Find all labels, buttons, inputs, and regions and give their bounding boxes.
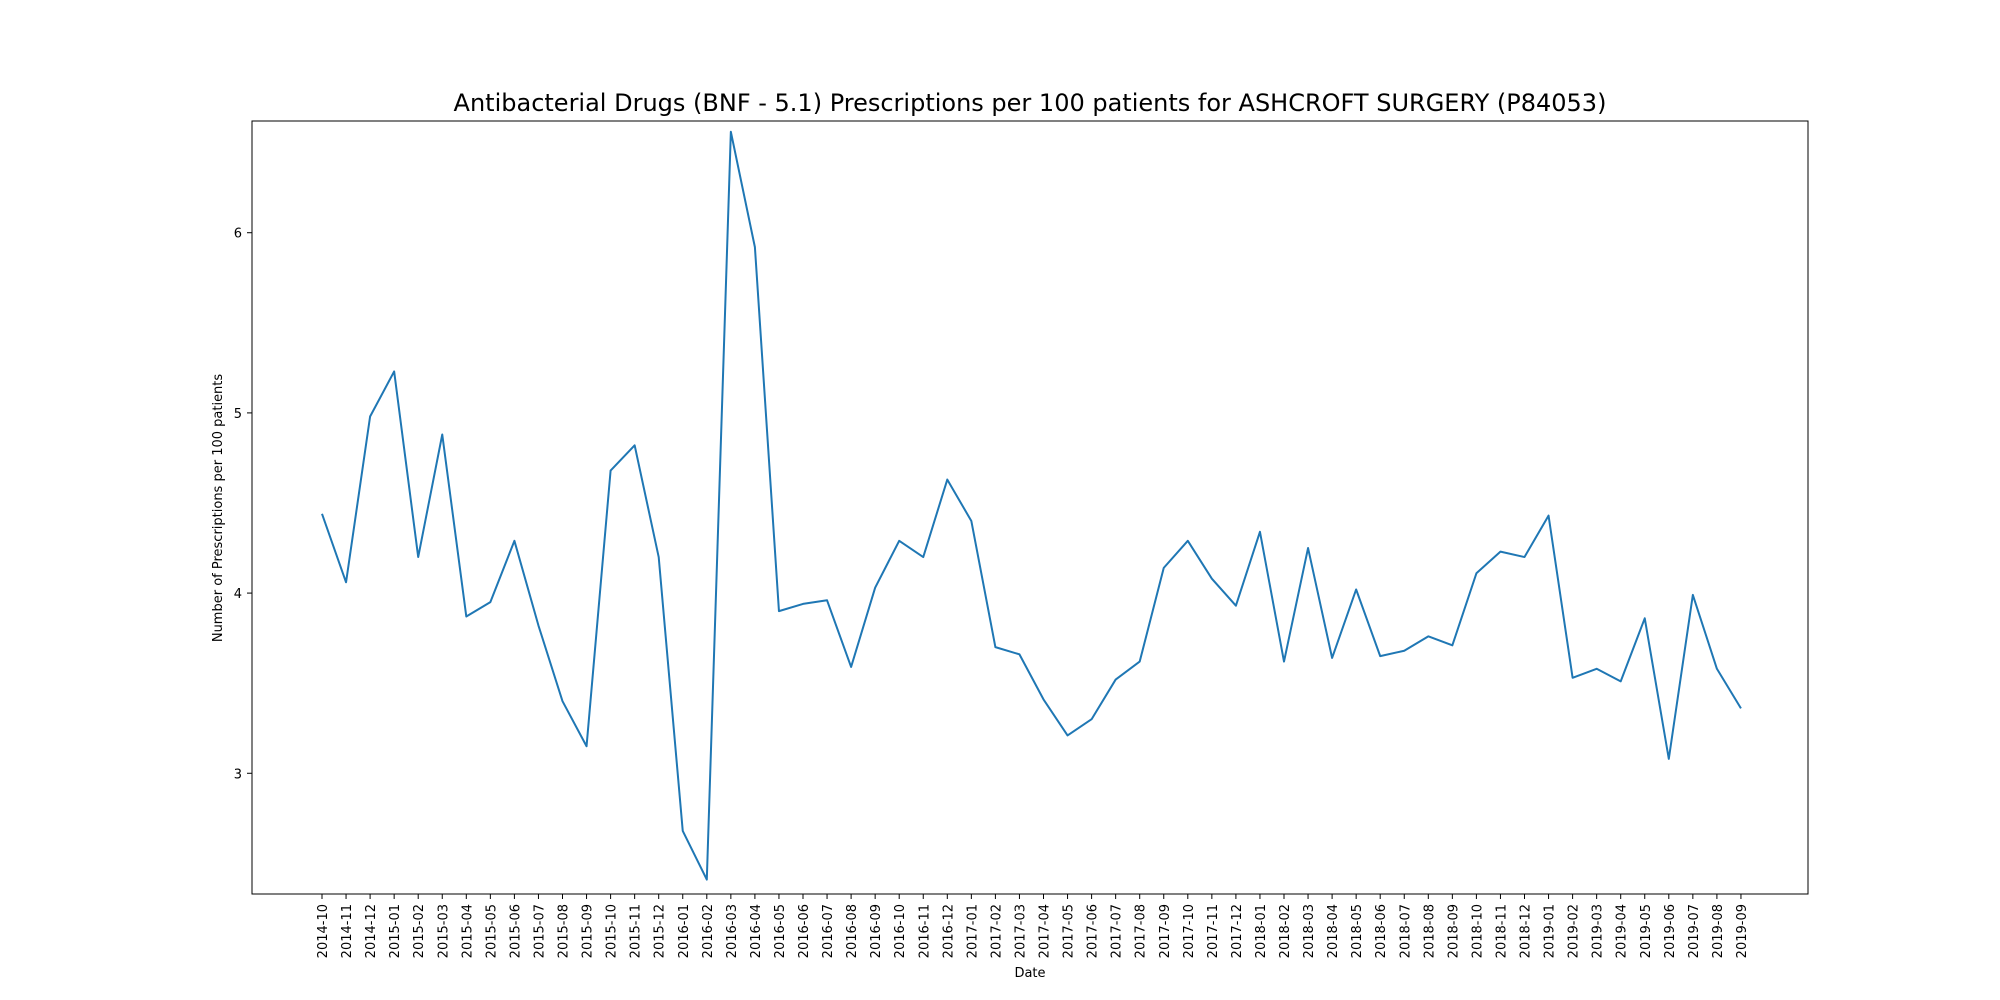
x-tick-label: 2017-02	[989, 904, 1004, 958]
x-tick-label: 2015-07	[532, 904, 547, 958]
x-tick-label: 2017-05	[1062, 904, 1077, 958]
x-tick-label: 2016-02	[701, 904, 716, 958]
x-tick-label: 2019-08	[1711, 904, 1726, 958]
x-tick-label: 2015-11	[629, 904, 644, 958]
x-tick-label: 2018-08	[1422, 904, 1437, 958]
series-line	[321, 130, 1742, 881]
x-tick-label: 2017-03	[1013, 904, 1028, 958]
x-tick-label: 2015-05	[484, 904, 499, 958]
x-tick-label: 2018-07	[1398, 904, 1413, 958]
x-tick-label: 2016-07	[821, 904, 836, 958]
x-tick-label: 2015-10	[605, 904, 620, 958]
x-tick-label: 2018-05	[1350, 904, 1365, 958]
x-tick-label: 2018-09	[1446, 904, 1461, 958]
x-tick-label: 2015-09	[581, 904, 596, 958]
x-tick-label: 2018-10	[1470, 904, 1485, 958]
x-tick-label: 2017-07	[1110, 904, 1125, 958]
x-axis-label: Date	[1014, 966, 1045, 981]
x-tick-label: 2018-02	[1278, 904, 1293, 958]
x-tick-label: 2014-12	[364, 904, 379, 958]
x-tick-label: 2016-12	[941, 904, 956, 958]
x-tick-label: 2015-01	[388, 904, 403, 958]
x-tick-label: 2016-10	[893, 904, 908, 958]
x-tick-label: 2016-11	[917, 904, 932, 958]
x-tick-label: 2018-12	[1519, 904, 1534, 958]
x-tick-label: 2019-06	[1663, 904, 1678, 958]
x-tick-label: 2019-09	[1735, 904, 1750, 958]
x-axis: 2014-10 2014-11 2014-12 2015-01 2015-02 2015-…	[316, 894, 1750, 958]
x-tick-label: 2016-01	[677, 904, 692, 958]
x-tick-label: 2015-08	[557, 904, 572, 958]
chart-title: Antibacterial Drugs (BNF - 5.1) Prescrip…	[454, 89, 1607, 117]
x-tick-label: 2016-03	[725, 904, 740, 958]
y-tick-label: 3	[234, 767, 242, 782]
y-tick-label: 5	[234, 407, 242, 422]
x-tick-label: 2014-10	[316, 904, 331, 958]
x-tick-label: 2019-03	[1591, 904, 1606, 958]
x-tick-label: 2015-06	[508, 904, 523, 958]
x-tick-label: 2019-05	[1639, 904, 1654, 958]
x-tick-label: 2014-11	[340, 904, 355, 958]
y-tick-label: 4	[234, 587, 242, 602]
x-tick-label: 2016-05	[773, 904, 788, 958]
x-tick-label: 2017-11	[1206, 904, 1221, 958]
x-tick-label: 2015-03	[436, 904, 451, 958]
x-tick-label: 2019-07	[1687, 904, 1702, 958]
x-tick-label: 2017-12	[1230, 904, 1245, 958]
x-tick-label: 2017-01	[965, 904, 980, 958]
x-tick-label: 2016-06	[797, 904, 812, 958]
x-tick-label: 2016-09	[869, 904, 884, 958]
y-axis: 3 4 5 6	[234, 227, 252, 782]
x-tick-label: 2017-08	[1134, 904, 1149, 958]
plot-frame	[251, 120, 1809, 895]
x-tick-label: 2015-04	[460, 904, 475, 958]
x-tick-label: 2016-08	[845, 904, 860, 958]
x-tick-label: 2018-03	[1302, 904, 1317, 958]
x-tick-label: 2015-02	[412, 904, 427, 958]
x-tick-label: 2017-06	[1086, 904, 1101, 958]
x-tick-label: 2015-12	[653, 904, 668, 958]
x-tick-label: 2017-04	[1038, 904, 1053, 958]
y-tick-label: 6	[234, 227, 242, 242]
x-tick-label: 2018-06	[1374, 904, 1389, 958]
x-tick-label: 2017-10	[1182, 904, 1197, 958]
y-axis-label: Number of Prescriptions per 100 patients	[211, 374, 226, 643]
x-tick-label: 2019-04	[1615, 904, 1630, 958]
x-tick-label: 2016-04	[749, 904, 764, 958]
x-tick-label: 2018-04	[1326, 904, 1341, 958]
x-tick-label: 2018-01	[1254, 904, 1269, 958]
x-tick-label: 2018-11	[1494, 904, 1509, 958]
x-tick-label: 2019-02	[1567, 904, 1582, 958]
x-tick-label: 2017-09	[1158, 904, 1173, 958]
x-tick-label: 2019-01	[1543, 904, 1558, 958]
